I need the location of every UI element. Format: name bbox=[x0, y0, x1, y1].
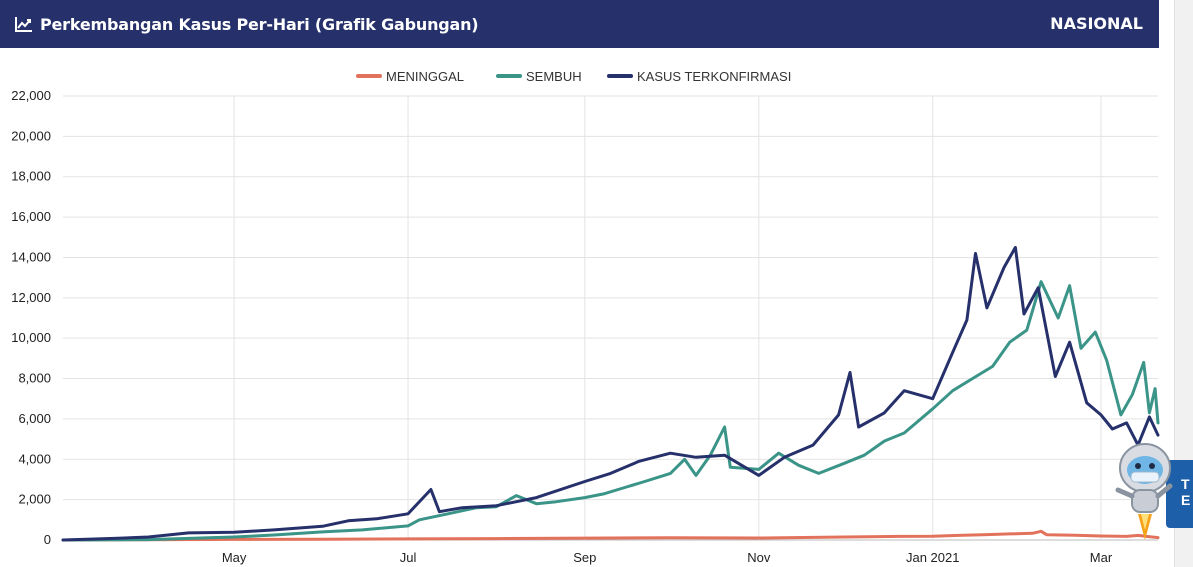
x-tick-label: Jan 2021 bbox=[906, 550, 960, 565]
x-tick-label: Sep bbox=[573, 550, 596, 565]
region-badge[interactable]: NASIONAL bbox=[1050, 14, 1143, 33]
y-axis: 0 2,000 4,000 6,000 8,000 10,000 12,000 14,000 1… bbox=[11, 88, 51, 547]
header-title-group: Perkembangan Kasus Per-Hari (Grafik Gabu… bbox=[14, 0, 479, 48]
line-chart-icon bbox=[15, 17, 32, 32]
y-tick-label: 14,000 bbox=[11, 249, 51, 264]
x-tick-label: Jul bbox=[400, 550, 417, 565]
side-tab-text-1: T bbox=[1181, 476, 1190, 492]
y-tick-label: 16,000 bbox=[11, 209, 51, 224]
chart-legend[interactable]: MENINGGAL SEMBUH KASUS TERKONFIRMASI bbox=[356, 69, 791, 84]
y-tick-label: 8,000 bbox=[18, 371, 51, 386]
y-tick-label: 6,000 bbox=[18, 411, 51, 426]
y-tick-label: 10,000 bbox=[11, 330, 51, 345]
legend-label: MENINGGAL bbox=[386, 69, 464, 84]
y-tick-label: 12,000 bbox=[11, 290, 51, 305]
legend-item-kasus-terkonfirmasi[interactable]: KASUS TERKONFIRMASI bbox=[607, 69, 791, 84]
y-tick-label: 4,000 bbox=[18, 451, 51, 466]
y-tick-label: 0 bbox=[44, 532, 51, 547]
series-line-meninggal bbox=[61, 529, 1160, 542]
chart-series bbox=[61, 245, 1160, 542]
legend-item-meninggal[interactable]: MENINGGAL bbox=[356, 69, 464, 84]
legend-label: KASUS TERKONFIRMASI bbox=[637, 69, 791, 84]
legend-label: SEMBUH bbox=[526, 69, 582, 84]
x-tick-label: Mar bbox=[1090, 550, 1113, 565]
side-tab-text-2: E bbox=[1181, 492, 1191, 508]
robot-mascot-icon[interactable] bbox=[1112, 442, 1178, 552]
y-tick-label: 2,000 bbox=[18, 492, 51, 507]
x-tick-label: Nov bbox=[747, 550, 771, 565]
x-axis: May Jul Sep Nov Jan 2021 Mar bbox=[222, 550, 1113, 565]
page-scrollbar[interactable] bbox=[1174, 0, 1193, 567]
legend-item-sembuh[interactable]: SEMBUH bbox=[496, 69, 582, 84]
chart-header: Perkembangan Kasus Per-Hari (Grafik Gabu… bbox=[0, 0, 1159, 48]
x-tick-label: May bbox=[222, 550, 247, 565]
chart-grid bbox=[63, 95, 1158, 541]
y-tick-label: 20,000 bbox=[11, 128, 51, 143]
chart-title: Perkembangan Kasus Per-Hari (Grafik Gabu… bbox=[40, 14, 479, 34]
y-tick-label: 18,000 bbox=[11, 169, 51, 184]
combined-daily-cases-chart: 0 2,000 4,000 6,000 8,000 10,000 12,000 14,000 1… bbox=[11, 69, 1160, 565]
series-line-sembuh bbox=[61, 280, 1160, 542]
series-line-kasus-terkonfirmasi bbox=[61, 245, 1160, 542]
y-tick-label: 22,000 bbox=[11, 88, 51, 103]
